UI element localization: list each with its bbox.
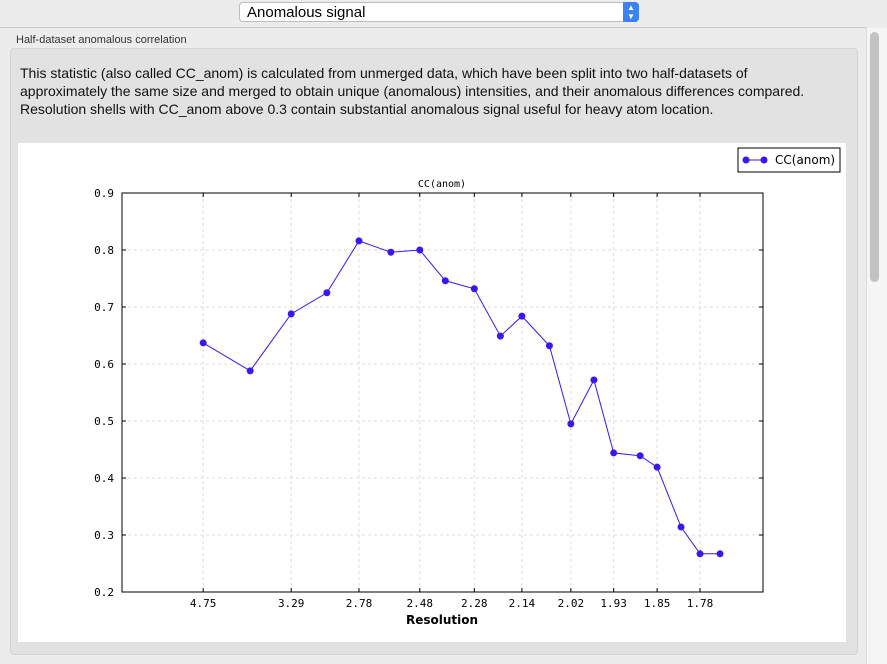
x-tick-label: 2.14 (509, 597, 536, 610)
legend-marker (742, 156, 750, 164)
x-tick-label: 1.93 (600, 597, 627, 610)
series-line (202, 240, 721, 555)
data-point (287, 310, 295, 318)
x-axis-label: Resolution (406, 613, 478, 627)
data-point (355, 237, 363, 245)
x-tick-label: 2.28 (461, 597, 488, 610)
data-point (199, 339, 207, 347)
x-tick-label: 1.78 (687, 597, 714, 610)
y-tick-label: 0.2 (94, 586, 114, 599)
plot-frame (121, 192, 764, 593)
data-point (567, 420, 575, 428)
data-point (496, 332, 504, 340)
y-tick-label: 0.8 (94, 244, 114, 257)
y-tick-label: 0.3 (94, 529, 114, 542)
section-title: Half-dataset anomalous correlation (16, 34, 187, 46)
data-point (590, 376, 598, 384)
chart: 4.75 3.29 2.78 2.48 2.28 2.14 2.02 1.93 1.85 1.78… (94, 147, 841, 627)
data-point (677, 523, 685, 531)
data-point (323, 289, 331, 297)
data-point (416, 246, 424, 254)
y-tick-label: 0.9 (94, 187, 114, 200)
data-point (545, 342, 553, 350)
scrollbar-thumb[interactable] (870, 32, 879, 282)
x-tick-label: 2.02 (558, 597, 585, 610)
updown-chevron-icon: ▲ ▼ (623, 2, 639, 22)
vertical-scrollbar[interactable] (866, 28, 887, 664)
data-point (470, 285, 478, 293)
data-point (518, 312, 526, 320)
view-selector[interactable]: Anomalous signal ▲ ▼ (239, 2, 639, 22)
data-point (387, 248, 395, 256)
data-point (653, 463, 661, 471)
data-point (716, 550, 724, 558)
x-tick-label: 1.85 (644, 597, 671, 610)
y-tick-label: 0.6 (94, 358, 114, 371)
chart-title: CC(anom) (418, 179, 466, 190)
data-point (610, 449, 618, 457)
x-tick-label: 4.75 (190, 597, 217, 610)
section-description: This statistic (also called CC_anom) is … (20, 65, 805, 117)
data-point (636, 452, 644, 460)
y-tick-label: 0.7 (94, 301, 114, 314)
x-tick-label: 2.48 (407, 597, 434, 610)
data-point (441, 277, 449, 285)
legend-label: CC(anom) (775, 153, 835, 167)
chart-panel: 4.75 3.29 2.78 2.48 2.28 2.14 2.02 1.93 1.85 1.78… (18, 143, 846, 642)
toolbar: Anomalous signal ▲ ▼ (0, 0, 866, 28)
y-tick-label: 0.4 (94, 472, 114, 485)
view-selector-value: Anomalous signal (247, 4, 366, 21)
legend-marker (760, 156, 768, 164)
data-point (696, 550, 704, 558)
x-tick-label: 3.29 (278, 597, 305, 610)
x-tick-label: 2.78 (346, 597, 373, 610)
y-tick-label: 0.5 (94, 415, 114, 428)
legend: CC(anom) (737, 147, 841, 173)
data-point (246, 367, 254, 375)
